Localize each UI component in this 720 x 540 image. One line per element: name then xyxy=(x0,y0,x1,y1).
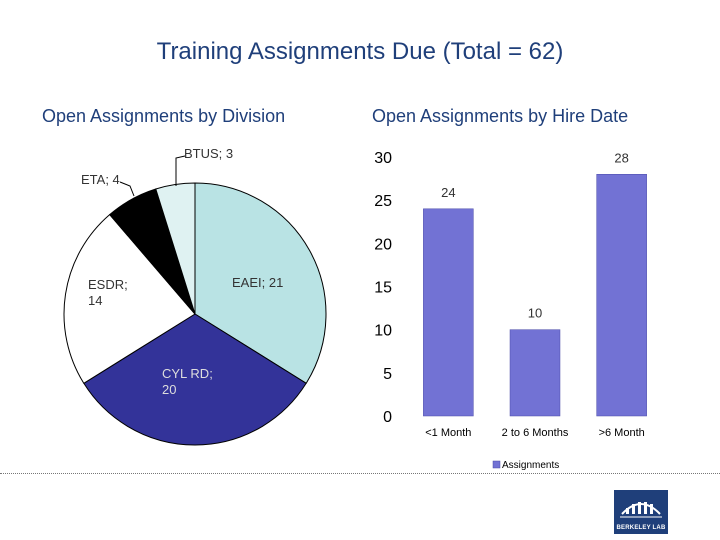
x-category-label: 2 to 6 Months xyxy=(502,427,569,439)
y-tick-label: 20 xyxy=(374,236,392,253)
legend-swatch xyxy=(492,460,501,469)
y-tick-label: 10 xyxy=(374,323,392,340)
bar-value-label: 10 xyxy=(528,306,542,321)
bar-value-label: 24 xyxy=(441,185,455,200)
lab-building-icon xyxy=(620,502,662,518)
bar-3 xyxy=(596,174,647,417)
x-category-label: >6 Month xyxy=(599,427,645,439)
pie-label-eaei: EAEI; 21 xyxy=(232,275,283,290)
y-tick-label: 30 xyxy=(374,150,392,167)
bar-1 xyxy=(423,208,474,417)
pie-chart-title: Open Assignments by Division xyxy=(42,106,286,126)
pie-slice-esdr xyxy=(63,213,196,384)
slide-title: Training Assignments Due (Total = 62) xyxy=(156,38,564,65)
pie-label-cyl-rd: CYL RD; 20 xyxy=(162,366,213,397)
bar-chart-title: Open Assignments by Hire Date xyxy=(372,106,629,126)
logo-text: BERKELEY LAB xyxy=(616,525,666,531)
pie-slice-cyl-rd xyxy=(83,313,307,446)
pie-label-esdr: ESDR; 14 xyxy=(88,277,128,308)
pie-chart: EAEI; 21 CYL RD; 20 ESDR; 14 ETA; 4 BTUS; 3 xyxy=(63,146,327,446)
y-tick-label: 15 xyxy=(374,280,392,297)
bar-chart: 0 5 10 15 20 25 30 24 <1 Month 10 2 to 6 Months 28 >… xyxy=(374,150,647,471)
legend-label: Assignments xyxy=(502,460,559,471)
pie-slice-eaei xyxy=(194,182,327,384)
pie-label-eta: ETA; 4 xyxy=(81,172,120,187)
pie-slice-btus xyxy=(155,182,196,315)
x-category-label: <1 Month xyxy=(425,427,471,439)
bar-2 xyxy=(509,329,561,417)
y-tick-label: 0 xyxy=(383,409,392,426)
pie-leader-eta xyxy=(119,181,135,197)
footer-divider xyxy=(0,473,720,474)
pie-leader-btus xyxy=(175,155,186,186)
berkeley-lab-logo: BERKELEY LAB xyxy=(614,490,668,534)
pie-label-btus: BTUS; 3 xyxy=(184,146,233,161)
y-tick-label: 5 xyxy=(383,366,392,383)
y-tick-label: 25 xyxy=(374,193,392,210)
bar-value-label: 28 xyxy=(614,150,628,165)
